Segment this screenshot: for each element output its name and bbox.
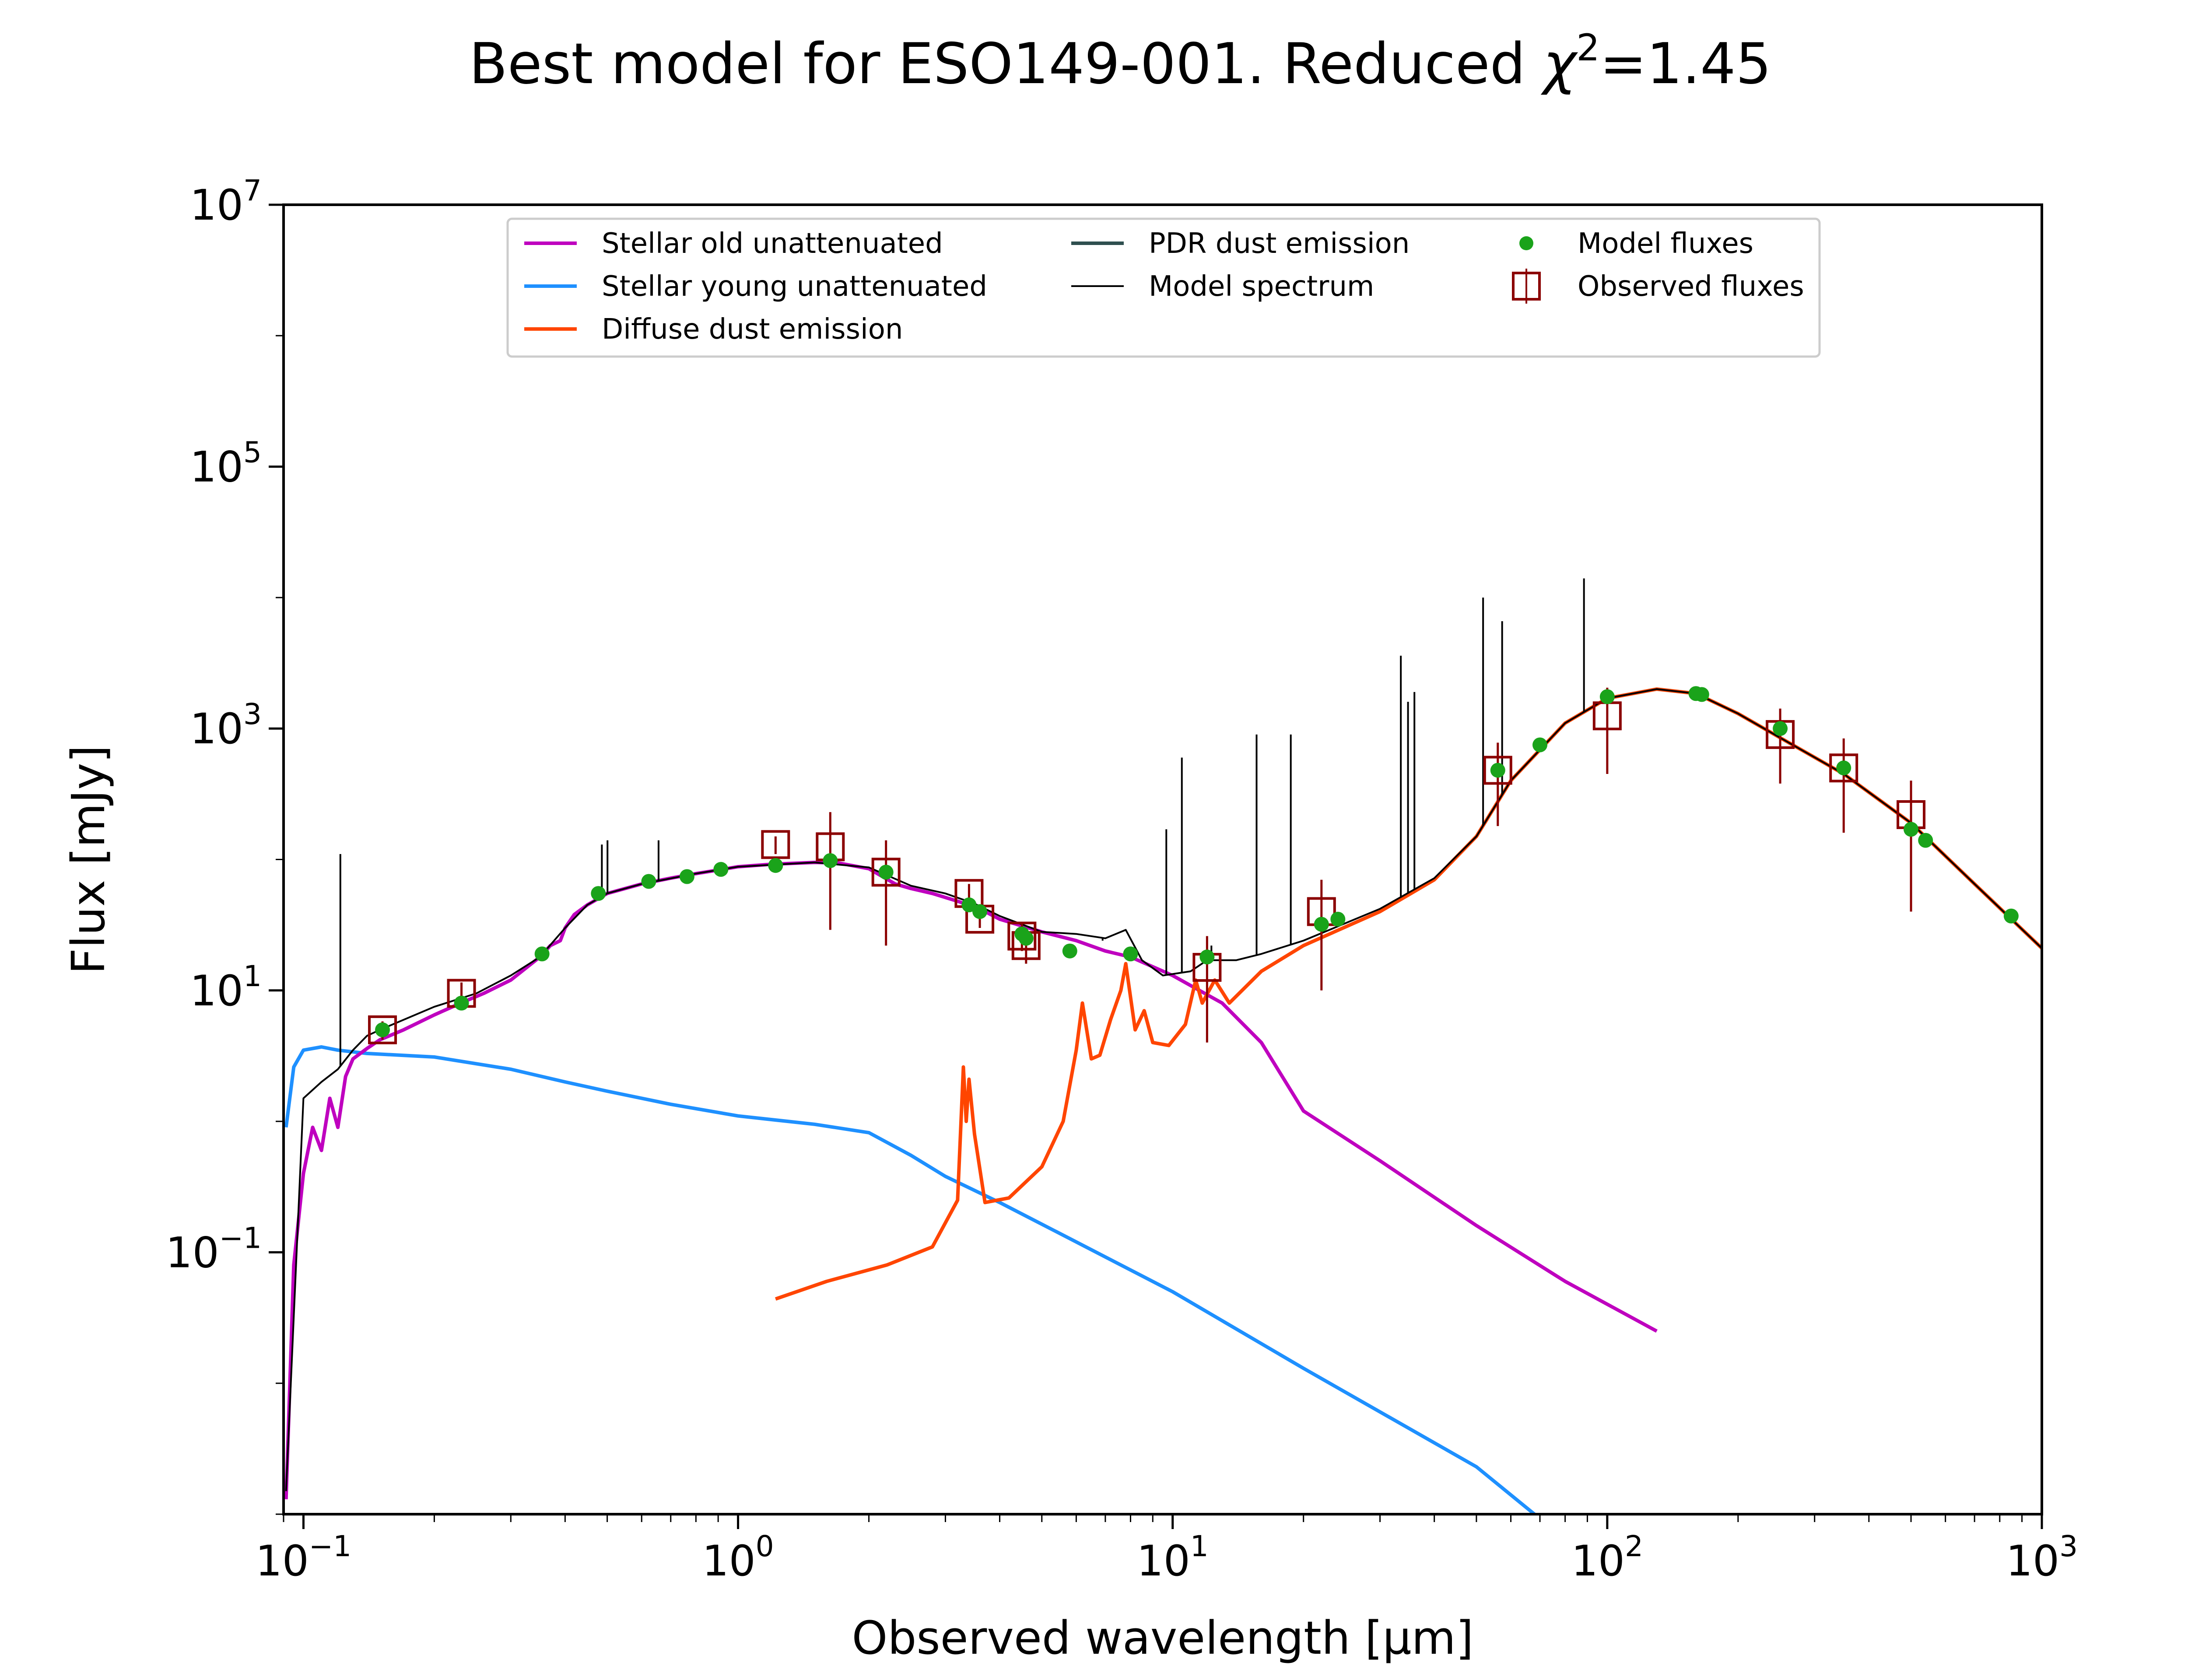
y-axis-label: Flux [mJy] xyxy=(62,745,115,974)
model-flux-1 xyxy=(454,995,469,1011)
legend-swatch xyxy=(1512,272,1541,301)
legend-label: PDR dust emission xyxy=(1149,228,1410,260)
model-flux-15 xyxy=(1123,946,1138,962)
model-flux-0 xyxy=(375,1022,390,1037)
model-flux-5 xyxy=(679,869,694,884)
y-axis: 10−1 101 103 105 107 xyxy=(166,174,284,1515)
model-flux-23 xyxy=(1694,687,1709,702)
model-flux-4 xyxy=(641,874,656,889)
x-tick-label-4: 103 xyxy=(2006,1530,2078,1586)
y-tick-label-3: 105 xyxy=(190,436,262,492)
legend-label: Diffuse dust emission xyxy=(602,313,903,346)
model-flux-21 xyxy=(1599,689,1615,704)
legend-label: Stellar young unattenuated xyxy=(602,270,987,303)
legend-label: Model spectrum xyxy=(1149,270,1374,303)
model-flux-3 xyxy=(591,886,606,901)
legend-item-stellar-young-unattenuated: Stellar young unattenuated xyxy=(524,270,987,303)
model-flux-14 xyxy=(1062,943,1077,959)
chart-title-exponent: 2 xyxy=(1576,26,1599,69)
legend-label: Model fluxes xyxy=(1578,228,1753,260)
model-flux-20 xyxy=(1532,737,1548,752)
observed-flux-4 xyxy=(871,858,901,887)
x-tick-label-3: 102 xyxy=(1571,1530,1643,1586)
x-axis-label: Observed wavelength [μm] xyxy=(852,1611,1474,1665)
model-flux-8 xyxy=(823,853,838,868)
model-flux-18 xyxy=(1330,911,1346,927)
legend-swatch xyxy=(1519,236,1533,250)
x-tick-label-2: 101 xyxy=(1137,1530,1209,1586)
observed-flux-0 xyxy=(368,1015,397,1044)
legend-item-diffuse-dust-emission: Diffuse dust emission xyxy=(524,313,903,346)
y-tick-label-4: 107 xyxy=(190,174,262,230)
x-tick-label-0: 10−1 xyxy=(256,1530,351,1586)
observed-flux-14 xyxy=(1829,753,1858,783)
model-flux-28 xyxy=(2003,908,2019,924)
legend: Stellar old unattenuated Stellar young un… xyxy=(506,217,1821,358)
model-flux-24 xyxy=(1773,721,1788,736)
series-stellar-old-unattenuated xyxy=(284,861,1658,1500)
chart-title-prefix: Best model for ESO149-001. Reduced xyxy=(469,32,1543,97)
legend-box xyxy=(506,217,1821,358)
observed-flux-11 xyxy=(1483,756,1512,785)
legend-label: Stellar old unattenuated xyxy=(602,228,943,260)
legend-item-observed-fluxes: Observed fluxes xyxy=(1512,269,1804,304)
legend-item-pdr-dust-emission: PDR dust emission xyxy=(1071,228,1410,260)
legend-label: Observed fluxes xyxy=(1578,270,1804,303)
observed-flux-7 xyxy=(1007,921,1037,951)
model-flux-2 xyxy=(534,946,550,962)
model-flux-26 xyxy=(1904,822,1919,837)
plot-frame xyxy=(282,203,2043,1516)
model-flux-9 xyxy=(878,864,894,880)
chart-title: Best model for ESO149-001. Reduced χ2=1.… xyxy=(469,26,1771,97)
legend-item-model-spectrum: Model spectrum xyxy=(1071,270,1374,303)
y-tick-label-2: 103 xyxy=(190,697,262,753)
legend-item-stellar-old-unattenuated: Stellar old unattenuated xyxy=(524,228,943,260)
chart-title-chi: χ xyxy=(1541,32,1578,97)
model-flux-7 xyxy=(768,858,783,873)
model-flux-27 xyxy=(1918,833,1933,848)
model-flux-25 xyxy=(1836,760,1851,776)
observed-flux-2 xyxy=(761,830,790,859)
model-flux-17 xyxy=(1314,917,1329,932)
legend-item-model-fluxes: Model fluxes xyxy=(1519,228,1753,260)
x-axis: 10−1 100 101 102 103 xyxy=(256,1514,2078,1586)
x-tick-label-1: 100 xyxy=(702,1530,774,1586)
model-flux-16 xyxy=(1199,949,1215,965)
chart-title-suffix: =1.45 xyxy=(1600,32,1771,97)
model-flux-6 xyxy=(713,862,729,877)
y-tick-label-0: 10−1 xyxy=(166,1221,262,1277)
model-flux-11 xyxy=(972,904,988,919)
series-stellar-young-unattenuated xyxy=(284,1045,1536,1514)
y-tick-label-1: 101 xyxy=(190,959,262,1015)
series-model-spectrum xyxy=(285,688,2042,1491)
model-flux-19 xyxy=(1490,763,1505,778)
plot-data xyxy=(284,578,2042,1514)
model-flux-13 xyxy=(1018,931,1034,946)
model-flux-10 xyxy=(961,897,977,913)
